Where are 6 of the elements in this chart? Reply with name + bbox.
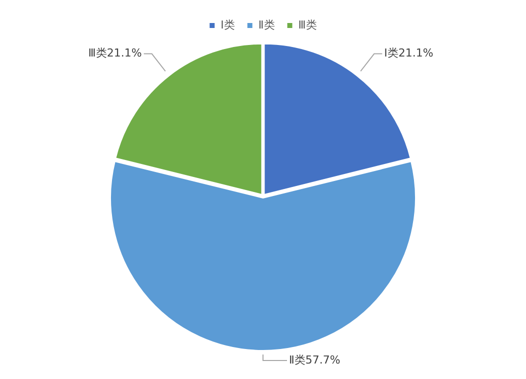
legend-label: Ⅱ类: [258, 18, 275, 32]
category-label: Ⅰ类21.1%: [384, 46, 434, 60]
category-label: Ⅲ类21.1%: [88, 46, 142, 60]
category-label: Ⅱ类57.7%: [289, 353, 340, 366]
legend-label: Ⅲ类: [298, 18, 317, 32]
legend-label: Ⅰ类: [220, 18, 235, 32]
